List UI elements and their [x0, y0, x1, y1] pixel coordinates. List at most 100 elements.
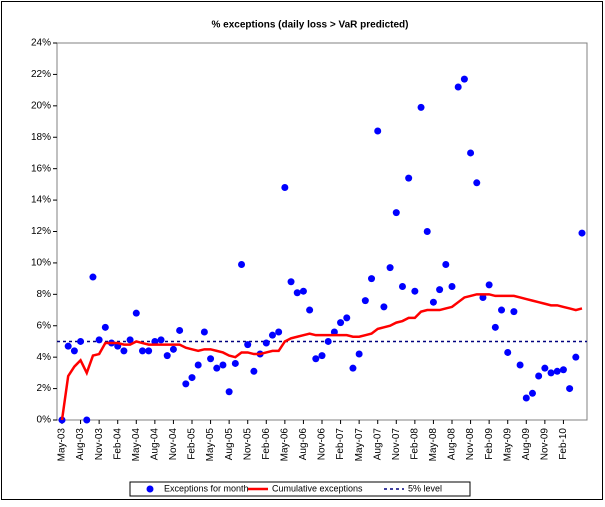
y-tick-label: 4%: [37, 352, 52, 363]
scatter-point: [361, 297, 369, 305]
scatter-point: [138, 347, 146, 355]
scatter-point: [312, 355, 320, 363]
scatter-point: [516, 361, 524, 369]
scatter-point: [219, 361, 227, 369]
scatter-point: [485, 281, 493, 289]
scatter-point: [151, 337, 159, 345]
scatter-point: [225, 388, 233, 396]
x-tick-label: Nov-05: [242, 428, 253, 461]
legend-marker: [146, 485, 154, 493]
scatter-point: [392, 209, 400, 217]
x-tick-label: Aug-04: [149, 428, 160, 461]
x-tick-label: Nov-03: [94, 428, 105, 461]
scatter-point: [578, 229, 586, 237]
scatter-point: [541, 364, 549, 372]
x-tick-label: Aug-08: [447, 428, 458, 461]
x-tick-label: Nov-07: [391, 428, 402, 461]
x-tick-label: May-05: [205, 428, 216, 462]
x-tick-label: Feb-07: [335, 428, 346, 460]
scatter-point: [479, 293, 487, 301]
scatter-point: [275, 328, 283, 336]
x-tick-label: May-04: [131, 428, 142, 462]
x-tick-label: Feb-05: [187, 428, 198, 460]
scatter-point: [163, 352, 171, 360]
scatter-point: [95, 336, 103, 344]
scatter-point: [411, 287, 419, 295]
scatter-point: [268, 331, 276, 339]
scatter-point: [423, 228, 431, 235]
x-tick-label: Nov-08: [465, 428, 476, 461]
legend-label: Exceptions for month: [164, 483, 249, 493]
scatter-point: [250, 367, 258, 375]
scatter-point: [535, 372, 543, 380]
y-tick-label: 2%: [37, 383, 52, 394]
x-tick-label: Feb-09: [484, 428, 495, 460]
y-tick-label: 20%: [31, 100, 51, 111]
scatter-point: [126, 336, 134, 344]
y-tick-label: 6%: [37, 320, 52, 331]
scatter-point: [132, 309, 140, 317]
x-tick-label: Nov-04: [168, 428, 179, 461]
scatter-point: [429, 298, 437, 306]
scatter-point: [318, 352, 326, 360]
scatter-point: [454, 83, 462, 91]
scatter-point: [572, 353, 580, 361]
x-tick-label: Aug-06: [298, 428, 309, 461]
y-tick-label: 16%: [31, 163, 51, 174]
x-tick-label: Feb-08: [409, 428, 420, 460]
scatter-point: [417, 103, 425, 111]
scatter-point: [368, 275, 376, 283]
x-tick-label: Aug-09: [521, 428, 532, 461]
scatter-point: [559, 366, 567, 374]
scatter-point: [504, 348, 512, 356]
scatter-point: [287, 278, 295, 286]
y-tick-label: 0%: [37, 415, 52, 426]
scatter-point: [145, 347, 153, 355]
scatter-point: [299, 287, 307, 295]
scatter-point: [281, 184, 289, 192]
scatter-point: [349, 364, 357, 372]
y-tick-label: 10%: [31, 258, 51, 269]
y-tick-label: 12%: [31, 226, 51, 237]
x-tick-label: Nov-06: [317, 428, 328, 461]
scatter-point: [89, 273, 97, 281]
legend-label: Cumulative exceptions: [272, 483, 363, 493]
x-tick-label: Nov-09: [539, 428, 550, 461]
x-tick-label: Feb-06: [261, 428, 272, 460]
scatter-point: [200, 328, 208, 336]
scatter-point: [169, 345, 177, 353]
scatter-point: [553, 367, 561, 375]
y-tick-label: 24%: [31, 38, 51, 49]
scatter-point: [547, 369, 555, 377]
scatter-point: [374, 127, 382, 135]
scatter-point: [386, 264, 394, 272]
scatter-point: [467, 149, 475, 157]
x-tick-label: May-06: [279, 428, 290, 462]
scatter-point: [213, 364, 221, 372]
scatter-point: [343, 314, 351, 322]
x-tick-label: Aug-07: [372, 428, 383, 461]
scatter-point: [244, 341, 252, 349]
x-tick-label: Aug-03: [75, 428, 86, 461]
legend-label: 5% level: [408, 483, 442, 493]
scatter-point: [491, 323, 499, 331]
scatter-point: [238, 260, 246, 268]
scatter-point: [337, 319, 345, 327]
x-tick-label: May-09: [502, 428, 513, 462]
scatter-point: [293, 289, 301, 297]
scatter-point: [194, 361, 202, 369]
scatter-point: [70, 347, 78, 355]
scatter-point: [120, 347, 128, 355]
x-tick-label: Feb-10: [558, 428, 569, 460]
scatter-point: [380, 303, 388, 311]
scatter-point: [473, 179, 481, 187]
scatter-point: [498, 306, 506, 314]
scatter-point: [442, 260, 450, 268]
x-tick-label: May-03: [57, 428, 68, 462]
scatter-point: [231, 359, 239, 367]
scatter-point: [566, 385, 574, 393]
x-tick-label: May-07: [354, 428, 365, 462]
scatter-point: [436, 286, 444, 294]
scatter-point: [405, 174, 413, 182]
